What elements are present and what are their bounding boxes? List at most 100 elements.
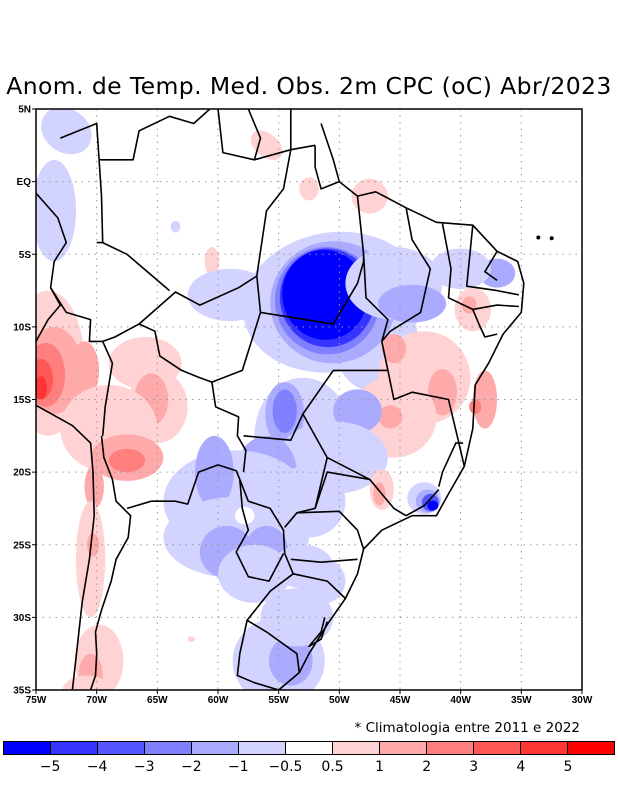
lon-tick-label: 45W [390,695,411,706]
border-line [298,123,525,673]
anomaly-patch [36,376,47,400]
border-line [290,558,358,563]
border-line [236,620,300,690]
island-marker [536,235,541,240]
anomaly-patch [282,249,368,340]
border-line [89,435,132,690]
lat-tick-label: 35S [13,686,31,697]
colorbar-segment [427,742,474,754]
lon-tick-label: 30W [572,695,593,706]
anomaly-patch [41,109,92,155]
colorbar-segment [333,742,380,754]
border-line [96,159,104,244]
border-line [293,573,346,600]
anomaly-patch [268,636,313,686]
border-line [381,207,432,342]
border-line [138,149,292,325]
anomaly-patch [250,130,283,161]
latitude-axis: 5N EQ 5S 10S 15S 20S 25S 30S 35S [13,105,36,697]
colorbar-label: −5 [39,759,61,775]
colorbar-segment [4,742,51,754]
border-line [36,404,95,690]
colorbar-segment [380,742,427,754]
lat-tick-label: 5N [18,105,31,116]
colorbar-segment [286,742,333,754]
anomaly-patch [378,405,403,429]
colorbar-label: 4 [516,759,526,775]
lon-tick-label: 60W [208,695,229,706]
border-line [239,479,286,554]
anomaly-patch [333,389,382,433]
anomaly-patch [194,435,234,509]
anomaly-fields [36,109,516,690]
anomaly-patch [299,177,319,201]
anomaly-patch [69,341,100,400]
border-line [211,312,262,383]
border-line [387,370,466,467]
border-line [465,225,520,296]
anomaly-patch [108,448,146,473]
anomaly-patch [62,675,112,690]
border-line [484,250,498,282]
lat-tick-label: 15S [13,395,31,406]
map-plot: 5N EQ 5S 10S 15S 20S 25S 30S 35S 75W 70W 65W 60W 55W… [13,105,593,707]
map-title: Anom. de Temp. Med. Obs. 2m CPC (oC) Abr… [6,72,612,100]
anomaly-patch [204,246,220,277]
colorbar-segment [474,742,521,754]
anomaly-patch [170,220,181,233]
lat-tick-label: 5S [19,250,32,261]
border-line [314,471,370,509]
colorbar-label: 0.5 [321,759,344,775]
border-line [49,287,103,343]
colorbar-segment [192,742,239,754]
border-line [356,196,389,371]
border-line [102,241,171,292]
colorbar-label: −2 [180,759,202,775]
border-line [296,510,365,550]
colorbar-label: −4 [86,759,108,775]
border-line [99,109,212,161]
colorbar-label: −0.5 [268,759,303,775]
anomaly-patch [36,159,77,262]
anomaly-patch [427,500,439,511]
country-state-borders [36,109,554,690]
longitude-axis: 75W 70W 65W 60W 55W 50W 45W 40W 35W 30W [26,690,593,706]
lon-tick-label: 35W [511,695,532,706]
border-line [308,617,328,648]
colorbar [3,741,615,755]
border-line [472,304,519,311]
anomaly-patch [430,248,491,290]
anomaly-patch [187,268,273,322]
colorbar-segment [51,742,98,754]
colorbar-segment [145,742,192,754]
colorbar-label: 3 [469,759,479,775]
anomaly-patch [272,389,297,433]
border-line [243,413,304,441]
anomaly-patch [469,399,482,415]
border-line [126,464,241,510]
border-line [438,442,464,487]
colorbar-segment [98,742,145,754]
anomaly-patch [76,501,106,618]
lon-tick-label: 70W [86,695,107,706]
anomaly-patch [378,284,447,323]
border-line [405,489,440,517]
border-line [314,145,340,190]
lon-tick-label: 65W [147,695,168,706]
lat-tick-label: 10S [13,322,31,333]
border-line [478,323,498,338]
lon-tick-label: 75W [26,695,47,706]
lat-tick-label: 25S [13,540,31,551]
anomaly-patch [351,178,388,214]
colorbar-label: 5 [563,759,573,775]
colorbar-segment [521,742,568,754]
lat-tick-label: 30S [13,613,31,624]
border-line [247,109,262,161]
climatology-note: * Climatologia entre 2011 e 2022 [354,720,580,736]
lat-tick-label: 20S [13,468,31,479]
colorbar-label: 1 [375,759,385,775]
colorbar-label: 2 [422,759,432,775]
border-line [60,122,100,160]
anomaly-patch [381,334,407,364]
border-line [284,457,328,528]
